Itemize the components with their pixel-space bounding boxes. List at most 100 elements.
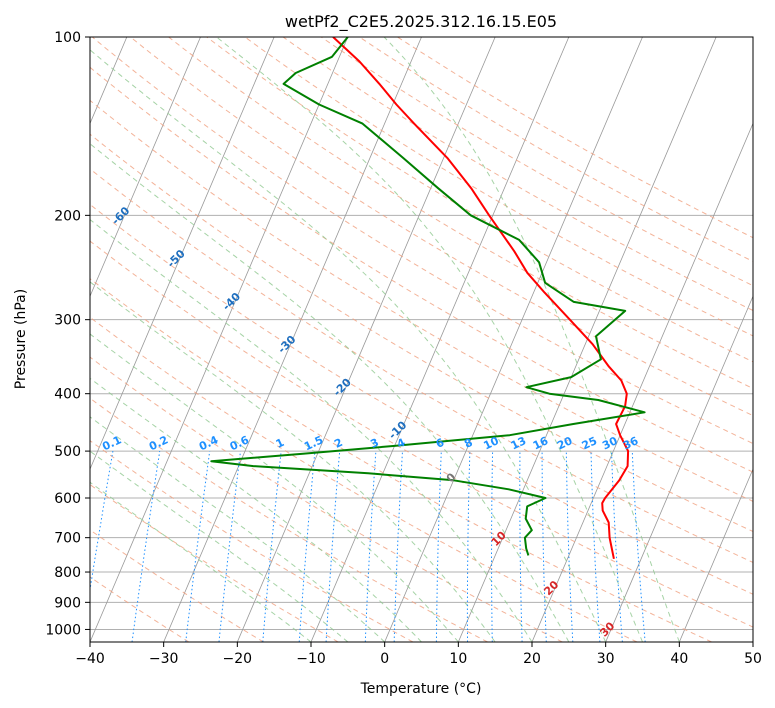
x-tick-label: −30 — [149, 651, 179, 667]
moist-adiabat-line — [90, 450, 349, 642]
y-tick-label: 700 — [54, 531, 81, 547]
dewpoint-trace — [210, 37, 646, 556]
dry-adiabat-line — [90, 240, 753, 628]
moist-adiabat-line — [90, 49, 607, 642]
dry-adiabat-line — [90, 397, 488, 642]
mixing-ratio-label: 6 — [434, 436, 447, 451]
moist-adiabats — [90, 37, 680, 642]
moist-adiabat-line — [383, 37, 680, 642]
isotherm-line — [384, 37, 643, 642]
dry-adiabat-line — [359, 37, 753, 263]
isotherm-line — [531, 122, 753, 642]
mixing-ratio-label: 1 — [274, 436, 286, 451]
moist-adiabat-line — [90, 333, 459, 642]
mixing-ratio-line — [565, 451, 574, 642]
x-tick-label: 50 — [744, 651, 762, 667]
dry-adiabat-line — [90, 66, 753, 473]
isotherm-line — [678, 468, 753, 642]
y-tick-label: 100 — [54, 30, 81, 46]
y-tick-label: 300 — [54, 313, 81, 329]
isotherm-line — [605, 295, 753, 642]
dry-adiabat-line — [90, 440, 414, 642]
mixing-ratio-line — [262, 451, 282, 642]
y-tick-label: 200 — [54, 208, 81, 224]
x-tick-label: 40 — [670, 651, 688, 667]
dry-adiabat-line — [90, 356, 563, 642]
adiabat-label: -20 — [331, 376, 354, 399]
mixing-ratio-line — [491, 451, 494, 642]
adiabat-label: -40 — [220, 290, 243, 313]
adiabat-label: 0 — [444, 470, 459, 485]
mixing-ratio-line — [185, 451, 211, 642]
dry-adiabat-line — [130, 37, 753, 417]
moist-adiabat-line — [90, 143, 570, 642]
dry-adiabat-line — [90, 168, 753, 563]
mixing-ratio-line — [90, 451, 114, 593]
mixing-ratio-line — [298, 451, 316, 642]
mixing-ratio-line — [218, 451, 241, 642]
y-tick-label: 1000 — [45, 622, 81, 638]
mixing-ratio-label: 0.4 — [197, 433, 220, 453]
isotherm-line — [236, 37, 496, 642]
y-tick-label: 400 — [54, 387, 81, 403]
mixing-ratio-label: 0.2 — [147, 433, 170, 453]
mixing-ratio-lines — [90, 451, 646, 642]
mixing-ratio-label: 36 — [621, 434, 641, 452]
x-tick-label: 10 — [449, 651, 467, 667]
dry-adiabat-line — [206, 37, 753, 363]
isotherm-line — [90, 37, 275, 471]
x-tick-label: 0 — [380, 651, 389, 667]
mixing-ratio-label: 13 — [509, 434, 528, 452]
moist-adiabat-line — [216, 37, 643, 642]
mixing-ratio-line — [364, 451, 377, 642]
adiabat-label: -50 — [165, 247, 188, 270]
dry-adiabat-line — [90, 316, 638, 642]
mixing-ratio-label: 20 — [555, 434, 575, 452]
sounding-traces — [210, 37, 646, 559]
pressure-gridlines — [90, 37, 753, 630]
x-tick-label: 20 — [523, 651, 541, 667]
mixing-ratio-line — [631, 451, 646, 642]
x-tick-label: −40 — [75, 651, 105, 667]
dry-adiabat-line — [90, 133, 753, 533]
dry-adiabat-line — [90, 203, 753, 595]
isotherm-line — [752, 640, 753, 642]
adiabat-label: 30 — [597, 619, 617, 639]
isotherm-line — [90, 37, 201, 298]
dry-adiabat-line — [282, 37, 753, 312]
mixing-ratio-label: 25 — [580, 434, 599, 452]
dry-adiabat-line — [90, 483, 339, 642]
moist-adiabat-line — [90, 218, 533, 642]
mixing-ratio-line — [131, 451, 161, 642]
dry-adiabat-line — [168, 37, 753, 389]
line-annotations: 0.10.20.40.611.52346810131620253036-100-… — [0, 118, 641, 640]
dry-adiabat-line — [90, 529, 264, 642]
plot-frame — [89, 36, 754, 643]
mixing-ratio-label: 0.6 — [228, 433, 251, 453]
y-tick-label: 600 — [54, 491, 81, 507]
y-tick-label: 800 — [54, 565, 81, 581]
y-tick-label: 900 — [54, 595, 81, 611]
moist-adiabat-line — [90, 377, 422, 642]
temperature-trace — [332, 37, 630, 559]
x-axis: −40 −30 −20 −10 0 10 20 30 40 50 — [75, 642, 762, 667]
adiabat-label: -10 — [386, 418, 409, 441]
mixing-ratio-label: 30 — [600, 434, 620, 452]
dry-adiabat-line — [244, 37, 753, 337]
adiabat-label: -60 — [109, 204, 132, 227]
mixing-ratio-label: 16 — [531, 434, 551, 452]
moist-adiabat-line — [90, 481, 312, 642]
dry-adiabats — [90, 37, 753, 642]
moist-adiabat-line — [90, 281, 496, 642]
x-tick-label: −20 — [223, 651, 253, 667]
dry-adiabat-line — [90, 278, 712, 642]
mixing-ratio-line — [519, 451, 523, 642]
x-tick-label: 30 — [597, 651, 615, 667]
mixing-ratio-label: 10 — [482, 434, 502, 452]
y-tick-label: 500 — [54, 444, 81, 460]
x-tick-label: −10 — [296, 651, 326, 667]
x-axis-title: Temperature (°C) — [360, 681, 482, 697]
adiabat-label: -80 — [0, 118, 22, 141]
y-axis-title: Pressure (hPa) — [13, 289, 29, 389]
